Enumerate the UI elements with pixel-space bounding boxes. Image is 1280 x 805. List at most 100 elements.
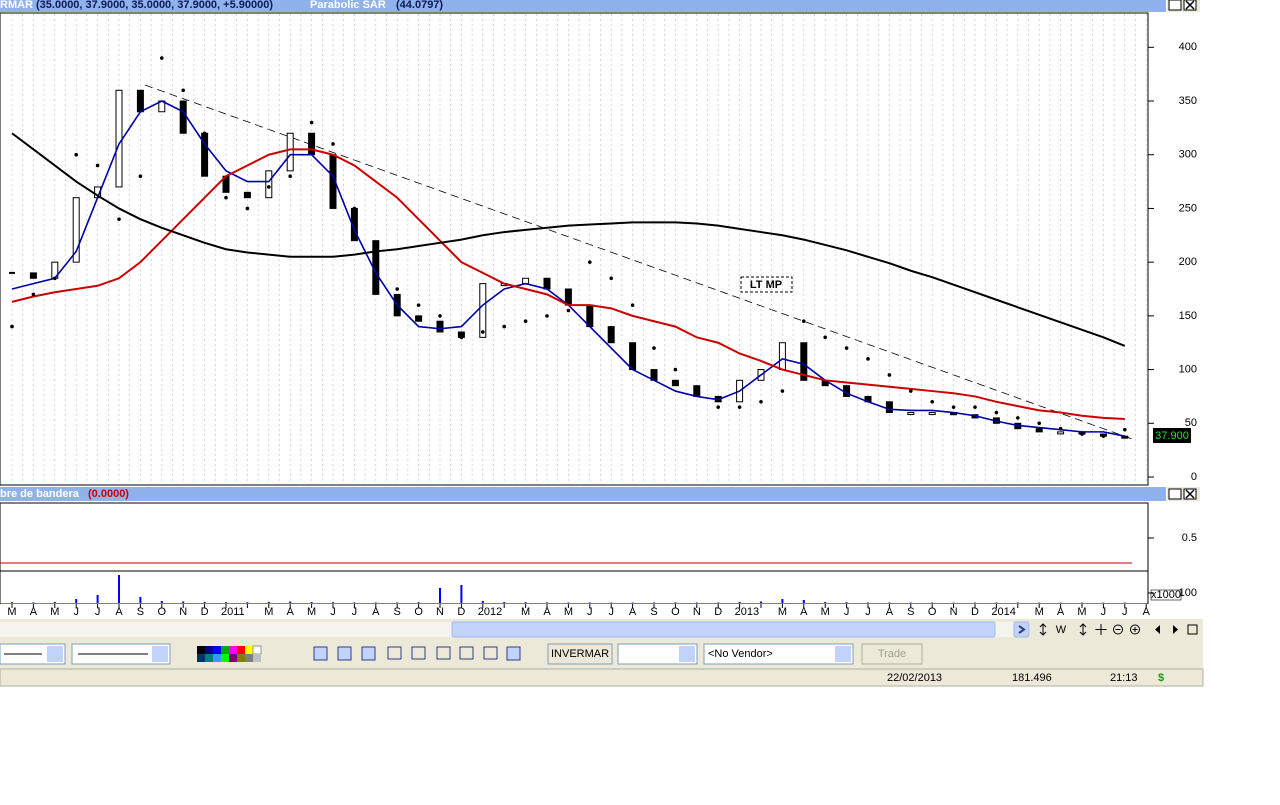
- sar-dot: [117, 217, 121, 221]
- ohlc: (35.0000, 37.9000, 35.0000, 37.9000, +5.…: [36, 0, 273, 11]
- sar-dot: [460, 336, 464, 340]
- sar-dot: [930, 400, 934, 404]
- x-tick-label: A: [287, 606, 295, 618]
- x-tick-label: A: [1057, 606, 1065, 618]
- y-tick-label: 100: [1179, 587, 1197, 599]
- x-tick-label: M: [821, 606, 830, 618]
- sar-dot: [695, 389, 699, 393]
- sar-dot: [995, 411, 999, 415]
- sar-dot: [1059, 427, 1063, 431]
- vendor: <No Vendor>: [708, 648, 773, 660]
- sar-dot: [267, 185, 271, 189]
- sar-dot: [759, 400, 763, 404]
- x-tick-label: A: [115, 606, 123, 618]
- sar-dot: [417, 303, 421, 307]
- x-tick-label: O: [158, 606, 167, 618]
- candle: [480, 284, 486, 338]
- x-tick-label: A: [372, 606, 380, 618]
- x-tick-label: D: [457, 606, 465, 618]
- x-tick-label: M: [7, 606, 16, 618]
- sar-dot: [909, 389, 913, 393]
- volume-bar: [332, 602, 334, 603]
- candle: [287, 133, 293, 171]
- sar-dot: [374, 260, 378, 264]
- volume-bar: [460, 585, 462, 603]
- maximize-button[interactable]: [1169, 0, 1181, 10]
- indicator-maximize[interactable]: [1169, 489, 1181, 499]
- candle: [630, 343, 636, 370]
- x-tick-label: N: [693, 606, 701, 618]
- candle: [180, 101, 186, 133]
- sar-dot: [395, 287, 399, 291]
- x-tick-label: M: [1035, 606, 1044, 618]
- indicator-name: Parabolic SAR: [310, 0, 386, 11]
- volume-bar: [546, 602, 548, 603]
- volume-bar: [717, 603, 719, 604]
- volume-bar: [803, 600, 805, 603]
- x-tick-label: J: [95, 606, 101, 618]
- dropdown-button[interactable]: [152, 646, 168, 662]
- volume-bar: [75, 599, 77, 603]
- last-value: 37.900: [1155, 430, 1189, 442]
- y-tick-label: 100: [1179, 363, 1197, 375]
- sar-dot: [10, 325, 14, 329]
- sar-dot: [588, 260, 592, 264]
- volume-bar: [268, 602, 270, 603]
- x-tick-label: J: [73, 606, 79, 618]
- sar-dot: [139, 174, 143, 178]
- y-tick-label: 300: [1179, 149, 1197, 161]
- scroll-thumb[interactable]: [452, 622, 995, 637]
- x-tick-label: M: [307, 606, 316, 618]
- dropdown-button[interactable]: [47, 646, 63, 662]
- volume-bar: [888, 603, 890, 604]
- sar-dot: [203, 131, 207, 135]
- week-tool[interactable]: W: [1056, 624, 1067, 636]
- symbol-input[interactable]: INVERMAR: [551, 648, 609, 660]
- x-tick-label: O: [928, 606, 937, 618]
- symbol: RMAR: [0, 0, 33, 11]
- candle: [672, 380, 678, 385]
- sar-dot: [74, 153, 78, 157]
- candle: [779, 343, 785, 370]
- x-tick-label: M: [264, 606, 273, 618]
- sar-dot: [738, 405, 742, 409]
- volume-bar: [632, 603, 634, 604]
- volume-bar: [439, 588, 441, 603]
- x-tick-label: M: [778, 606, 787, 618]
- x-tick-label: O: [414, 606, 423, 618]
- candle: [266, 171, 272, 198]
- volume-unit: x1000: [1151, 589, 1181, 601]
- x-tick-label: A: [886, 606, 894, 618]
- candle: [929, 413, 935, 415]
- dropdown-button[interactable]: [679, 646, 695, 662]
- volume-bar: [289, 602, 291, 604]
- sar-dot: [502, 325, 506, 329]
- scroll-right[interactable]: [1014, 622, 1029, 637]
- x-tick-label: A: [629, 606, 637, 618]
- volume-bar: [739, 602, 741, 603]
- x-tick-label: M: [564, 606, 573, 618]
- volume-bar: [674, 602, 676, 603]
- x-tick-label: D: [971, 606, 979, 618]
- volume-bar: [396, 603, 398, 604]
- sar-dot: [524, 319, 528, 323]
- volume-bar: [503, 602, 505, 603]
- candle: [544, 278, 550, 289]
- color-palette[interactable]: [197, 646, 261, 662]
- sar-dot: [631, 303, 635, 307]
- volume-bar: [760, 602, 762, 604]
- x-tick-label: J: [587, 606, 593, 618]
- x-tick-label: S: [650, 606, 657, 618]
- dropdown-button[interactable]: [835, 646, 851, 662]
- volume-bar: [995, 603, 997, 604]
- indicator-panel: [0, 503, 1148, 571]
- x-tick-label: 2013: [735, 606, 759, 618]
- x-tick-label: J: [352, 606, 358, 618]
- indicator-title: bre de bandera: [0, 488, 80, 500]
- sar-dot: [973, 405, 977, 409]
- sar-dot: [353, 207, 357, 211]
- volume-bar: [204, 602, 206, 603]
- volume-bar: [846, 602, 848, 603]
- sar-dot: [53, 276, 57, 280]
